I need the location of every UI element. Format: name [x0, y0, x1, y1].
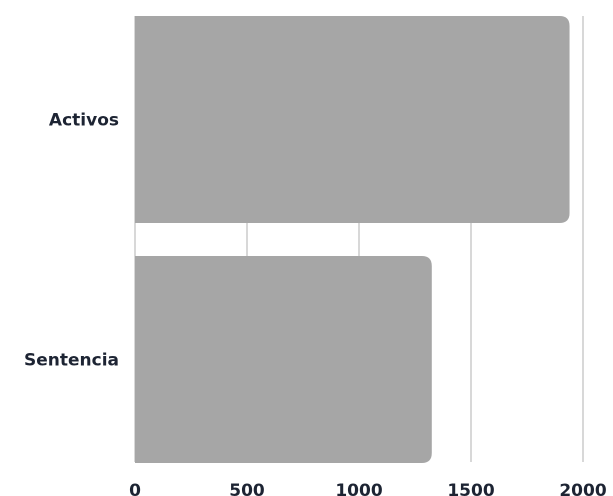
x-tick-label-500: 500 [229, 481, 265, 496]
category-labels: Activos Sentencia [24, 111, 119, 371]
bars [135, 16, 570, 463]
x-tick-labels: 0 500 1000 1500 2000 [129, 481, 607, 496]
x-tick-label-2000: 2000 [559, 481, 606, 496]
bar-sentencia [135, 256, 432, 463]
category-label-sentencia: Sentencia [24, 351, 119, 371]
x-tick-label-1000: 1000 [335, 481, 382, 496]
bar-activos [135, 16, 570, 223]
x-tick-label-1500: 1500 [447, 481, 494, 496]
category-label-activos: Activos [49, 111, 119, 131]
x-tick-label-0: 0 [129, 481, 141, 496]
